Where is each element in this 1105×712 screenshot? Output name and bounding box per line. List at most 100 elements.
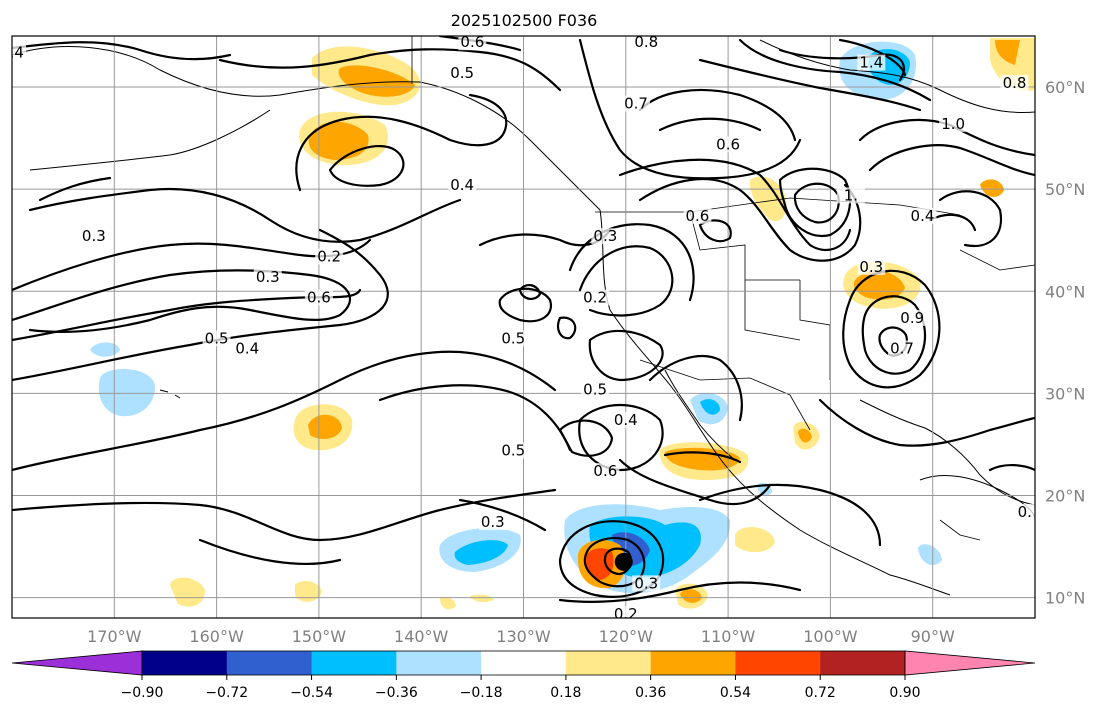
contour-label-background <box>632 575 661 592</box>
contour-label: 0.6 <box>685 207 709 225</box>
shade-positive-central-america-core <box>798 428 812 443</box>
shade-positive-west-pacific <box>295 580 322 602</box>
latitude-tick-label: 30°N <box>1045 384 1085 403</box>
contour-label: 0.2 <box>317 248 341 266</box>
contour-label: 0.2 <box>583 288 607 306</box>
colorbar-tick-label: 0.54 <box>720 685 751 701</box>
contour-midwest-low-a <box>842 269 941 389</box>
latitude-tick-label: 10°N <box>1045 589 1085 608</box>
colorbar-tick-label: −0.18 <box>460 685 503 701</box>
shade-negative-hawaii-west <box>90 342 120 357</box>
colorbar-tick-label: −0.36 <box>375 685 418 701</box>
contour-east-pacific-03 <box>458 498 547 532</box>
contour-rockies-trough-a <box>638 178 862 262</box>
colorbar-segment <box>735 651 821 675</box>
colorbar-segment <box>481 651 567 675</box>
contour-east-ridge <box>938 190 1003 248</box>
shade-positive-east-pacific-c <box>470 594 494 603</box>
latitude-axis: 60°N 50°N 40°N 30°N 20°N 10°N <box>1045 78 1085 608</box>
contour-label: 0.4 <box>911 207 935 225</box>
contour-rockies-trough-b <box>618 158 852 252</box>
contour-central-america <box>698 483 882 547</box>
contour-label-background <box>304 289 333 306</box>
colorbar-tick-label: −0.90 <box>121 685 164 701</box>
latitude-tick-label: 20°N <box>1045 486 1085 505</box>
latitude-tick-label: 60°N <box>1045 78 1085 97</box>
border-states-south <box>744 280 801 341</box>
contour-label: 1.0 <box>941 115 965 133</box>
contour-label: 1. <box>844 186 858 204</box>
contour-label-background <box>12 44 26 61</box>
contour-label: 0.4 <box>0 43 24 61</box>
contour-label-background <box>448 177 477 194</box>
contour-label-background <box>458 36 487 51</box>
contour-hudson-10 <box>738 38 932 102</box>
longitude-tick-label: 100°W <box>803 627 858 646</box>
longitude-tick-label: 130°W <box>496 627 551 646</box>
contour-label: 0.6 <box>307 288 331 306</box>
border-states-west <box>689 211 800 281</box>
contour-rockies-trough-d <box>793 182 840 224</box>
contour-central-pacific <box>12 350 557 472</box>
contour-label: 0.3 <box>256 268 280 286</box>
shade-positive-east-pacific-a-core <box>680 589 702 603</box>
colorbar-segment <box>226 651 313 675</box>
longitude-tick-label: 90°W <box>911 627 955 646</box>
contour-hudson-12 <box>698 58 922 112</box>
coastline-gulf <box>859 399 1035 506</box>
contour-north-pacific-04 <box>12 41 232 61</box>
contour-california-03 <box>568 223 695 302</box>
contour-label-background <box>898 309 927 326</box>
colorbar-tick-label: −0.72 <box>205 685 248 701</box>
shade-negative-central-america <box>918 544 942 566</box>
contour-label: 0.5 <box>501 442 525 460</box>
contours <box>12 36 1035 604</box>
contour-subtropical-06 <box>12 269 351 334</box>
longitude-tick-label: 150°W <box>292 627 347 646</box>
contour-label-background <box>315 248 344 265</box>
contour-label-background <box>622 95 651 112</box>
contour-canada-06b <box>658 117 762 132</box>
contour-label-background <box>836 187 865 204</box>
latitude-tick-label: 40°N <box>1045 282 1085 301</box>
contour-label-background <box>611 606 640 618</box>
contour-label-background <box>683 207 712 224</box>
contour-label: 0.5 <box>583 380 607 398</box>
contour-subtropical-04 <box>12 228 389 382</box>
longitude-tick-label: 120°W <box>599 627 654 646</box>
contour-canada-07 <box>578 38 802 180</box>
contour-rockies-trough-c <box>778 167 852 238</box>
shade-positive-south-pacific <box>440 596 456 610</box>
contour-label: 0. <box>1018 503 1032 521</box>
contour-nevada <box>698 219 732 243</box>
contour-west-pacific-upper <box>38 176 112 202</box>
contour-labels: 0.4 0.6 0.5 0.8 0.7 1.4 1.0 0.6 0.4 0.6 0.4 0.3 0.3 0… <box>0 33 1035 618</box>
contour-label: 0.8 <box>634 33 658 51</box>
contour-label-background <box>888 340 917 357</box>
contour-plains-ridge-b <box>868 144 1035 177</box>
longitude-tick-label: 140°W <box>394 627 449 646</box>
shade-positive-pacific-core <box>308 414 342 440</box>
contour-label: 0.6 <box>460 33 484 51</box>
coastline-baja <box>664 369 736 461</box>
contour-label-background <box>939 115 968 132</box>
contour-baja-band <box>663 451 742 464</box>
colorbar-tick-label: −0.54 <box>290 685 333 701</box>
contour-sf-small <box>518 284 542 300</box>
contour-label: 0.9 <box>900 309 924 327</box>
contour-mid-pacific-05 <box>378 384 572 452</box>
contour-label: 0.4 <box>614 411 638 429</box>
colorbar-tick-label: 0.72 <box>805 685 836 701</box>
colorbar-tick-label: 0.36 <box>635 685 666 701</box>
contour-coast-05 <box>556 316 577 340</box>
contour-label-background <box>499 330 528 347</box>
contour-label-background <box>499 442 528 459</box>
contour-label-background <box>1010 503 1035 520</box>
storm-center-marker <box>614 552 633 571</box>
contour-label: 0.4 <box>235 340 259 358</box>
longitude-tick-label: 160°W <box>189 627 244 646</box>
contour-label-background <box>448 64 477 81</box>
contour-label-background <box>857 54 886 71</box>
longitude-tick-label: 110°W <box>701 627 756 646</box>
